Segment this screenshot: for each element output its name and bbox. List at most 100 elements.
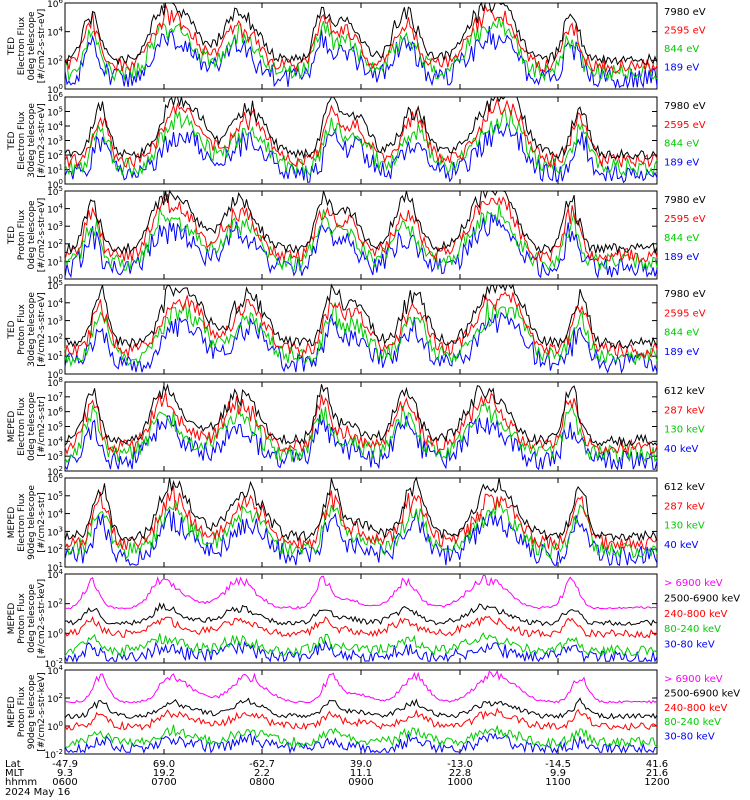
y-axis-label-line: Proton Flux — [17, 686, 27, 737]
legend-entry: 612 keV — [664, 482, 705, 493]
date-label: 2024 May 16 — [5, 787, 70, 798]
x-tick-hhmm: 0700 — [151, 777, 176, 788]
legend-entry: 2595 eV — [664, 214, 706, 225]
legend-entry: 7980 eV — [664, 289, 706, 300]
series-line — [64, 121, 658, 184]
series-line — [64, 96, 658, 160]
x-tick-mlt: 22.8 — [449, 768, 471, 779]
y-axis-label-line: [#/cm2-s-str-eV] — [37, 103, 47, 178]
legend-entry: 2500-6900 keV — [664, 593, 740, 604]
y-axis-label-line: 0deg telescope — [27, 200, 37, 270]
y-axis-label-line: [#/cm2-s-str] — [37, 396, 47, 456]
y-tick-label: 103 — [47, 525, 63, 538]
legend-entry: 240-800 keV — [664, 703, 728, 714]
legend-entry: 240-800 keV — [664, 609, 728, 620]
series-line — [64, 639, 658, 663]
legend-entry: 40 keV — [664, 444, 698, 455]
series-line — [64, 26, 658, 90]
y-tick-label: 102 — [47, 598, 63, 611]
x-axis: LatMLThhmm-47.99.3060069.019.20700-62.72… — [5, 759, 670, 798]
y-axis-label-line: Proton Flux — [17, 593, 27, 644]
y-axis-label-line: Proton Flux — [17, 209, 27, 260]
x-tick-mlt: 9.9 — [550, 768, 566, 779]
x-tick-hhmm: 1200 — [644, 777, 669, 788]
legend-entry: 80-240 keV — [664, 717, 721, 728]
y-tick-label: 104 — [47, 568, 63, 581]
series-line — [64, 615, 658, 639]
y-tick-label: 104 — [47, 508, 63, 521]
panel-frame — [64, 477, 658, 568]
y-tick-label: 10-2 — [45, 657, 63, 670]
y-tick-label: 102 — [47, 54, 63, 67]
y-tick-label: 105 — [47, 185, 63, 198]
x-tick-hhmm: 1000 — [447, 777, 472, 788]
panel-frame — [64, 381, 658, 472]
legend-entry: 189 eV — [664, 157, 699, 168]
x-tick-lat: -47.9 — [52, 759, 78, 770]
series-line — [64, 574, 658, 610]
y-axis-label: TED Proton Flux 30deg telescope [#/cm2-s-st… — [7, 292, 47, 367]
x-tick-lat: 69.0 — [153, 759, 175, 770]
series-line — [64, 707, 658, 731]
legend-entry: 40 keV — [664, 540, 698, 551]
legend-entry: 2595 eV — [664, 120, 706, 131]
legend-entry: 2595 eV — [664, 26, 706, 37]
y-axis-label-line: 30deg telescope — [27, 292, 37, 367]
y-axis-label-line: TED — [7, 226, 17, 245]
series-line — [64, 724, 658, 749]
y-axis-label-line: 0deg telescope — [27, 392, 37, 462]
x-tick-lat: -13.0 — [447, 759, 473, 770]
y-tick-label: 106 — [47, 472, 63, 485]
y-axis-label-line: TED — [7, 320, 17, 339]
series-line — [64, 732, 658, 755]
y-tick-label: 103 — [47, 450, 63, 463]
y-axis-label-line: MEPED — [7, 411, 17, 443]
y-axis-label: MEPED Proton Flux 0deg telescope [#/cm2-s-s… — [7, 579, 47, 658]
y-tick-label: 104 — [47, 664, 63, 677]
y-tick-label: 101 — [47, 561, 63, 574]
y-axis-label-line: [#/cm2-s-str-keV] — [37, 579, 47, 658]
series-line — [64, 204, 658, 272]
y-tick-label: 103 — [47, 315, 63, 328]
legend-entry: 189 eV — [664, 252, 699, 263]
legend-entry: 130 keV — [664, 521, 705, 532]
y-tick-label: 102 — [47, 238, 63, 251]
legend-entry: 287 keV — [664, 501, 705, 512]
y-tick-label: 101 — [47, 255, 63, 268]
y-axis-label: TED Electron Flux 30deg telescope [#/cm2-s-… — [7, 103, 47, 178]
y-tick-label: 104 — [47, 203, 63, 216]
y-tick-label: 102 — [47, 692, 63, 705]
y-tick-label: 100 — [47, 178, 63, 191]
y-axis-label-line: TED — [7, 37, 17, 56]
legend-entry: 2595 eV — [664, 308, 706, 319]
legend-entry: 30-80 keV — [664, 640, 715, 651]
y-tick-label: 101 — [47, 164, 63, 177]
series-line — [64, 300, 658, 368]
y-tick-label: 105 — [47, 490, 63, 503]
legend-entry: 7980 eV — [664, 7, 706, 18]
y-axis-label-line: Electron Flux — [17, 493, 27, 552]
legend-entry: 844 eV — [664, 139, 699, 150]
series-line — [64, 402, 658, 464]
series-line — [64, 189, 658, 255]
series-line — [64, 17, 658, 82]
x-row-label: MLT — [5, 768, 25, 779]
y-tick-label: 100 — [47, 720, 63, 733]
legend-entry: 80-240 keV — [664, 624, 721, 635]
x-tick-hhmm: 1100 — [545, 777, 570, 788]
y-axis-label-line: MEPED — [7, 507, 17, 539]
y-tick-label: 100 — [47, 368, 63, 381]
x-row-label: Lat — [5, 759, 21, 770]
series-line — [64, 414, 658, 471]
series-line — [64, 669, 658, 704]
y-axis-label-line: [#/cm2-s-str-eV] — [37, 292, 47, 367]
y-tick-label: 104 — [47, 435, 63, 448]
series-line — [64, 97, 658, 169]
series-line — [64, 194, 658, 264]
x-tick-mlt: 11.1 — [350, 768, 372, 779]
